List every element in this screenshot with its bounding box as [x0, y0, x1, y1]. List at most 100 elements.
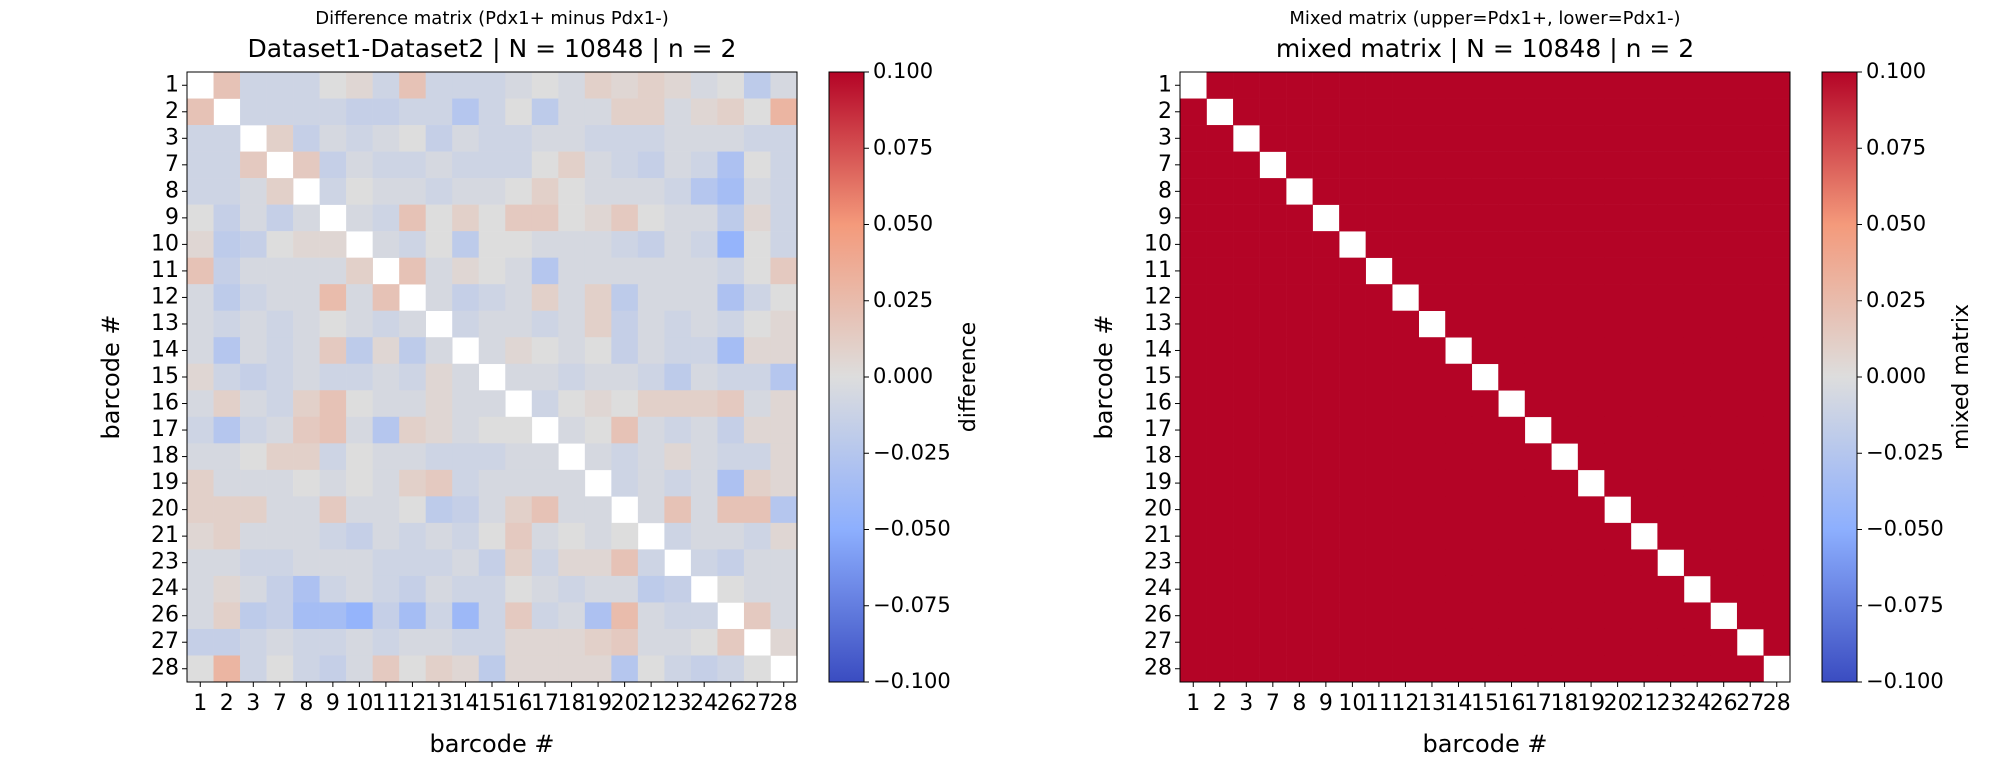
heatmap-cell [1630, 98, 1658, 126]
heatmap-cell [1604, 416, 1632, 444]
heatmap-cell [1418, 178, 1446, 205]
heatmap-cell [266, 443, 294, 471]
heatmap-cell [1524, 496, 1552, 524]
heatmap-cell [1286, 575, 1313, 603]
x-tick-label: 12 [398, 691, 426, 716]
heatmap-cell [531, 469, 559, 497]
heatmap-cell [690, 125, 718, 152]
x-tick-label: 1 [193, 691, 207, 716]
heatmap-cell [1604, 575, 1632, 603]
heatmap-cell [346, 390, 373, 418]
heatmap-cell [1392, 628, 1419, 656]
heatmap-cell [1551, 125, 1579, 152]
heatmap-cell [1259, 390, 1287, 418]
heatmap-cell [1710, 363, 1738, 391]
heatmap-cell [770, 98, 798, 126]
heatmap-cell [293, 310, 320, 338]
heatmap-cell [240, 390, 267, 418]
heatmap-cell [584, 443, 612, 471]
heatmap-cell [743, 151, 771, 179]
heatmap-cell [1339, 72, 1366, 99]
heatmap-cell [1339, 284, 1366, 311]
heatmap-cell [1630, 575, 1658, 603]
heatmap-cell [770, 151, 798, 179]
heatmap-cell [1445, 443, 1473, 471]
x-axis-label: barcode # [1423, 730, 1548, 758]
heatmap-cell [1524, 655, 1552, 683]
heatmap-cell [293, 204, 320, 232]
heatmap-cell [478, 443, 506, 471]
heatmap-cell [319, 390, 347, 418]
heatmap-cell [558, 549, 586, 577]
heatmap-cell [1206, 496, 1234, 524]
heatmap-cell [372, 575, 400, 603]
heatmap-cell [770, 363, 798, 391]
heatmap-cell [372, 496, 400, 524]
heatmap-cell [1524, 125, 1552, 152]
heatmap-cell [1365, 549, 1393, 577]
y-tick-label: 13 [1144, 311, 1172, 336]
heatmap-cell [1577, 522, 1605, 550]
heatmap-cell [1339, 416, 1366, 444]
heatmap-cell [1392, 390, 1419, 418]
heatmap-cell [1577, 72, 1605, 99]
heatmap-cell [1259, 549, 1287, 577]
y-tick-label: 2 [165, 99, 179, 124]
heatmap-cell [1392, 469, 1419, 497]
heatmap-cell [1710, 98, 1738, 126]
heatmap-cell [478, 337, 506, 365]
heatmap-cell [1736, 337, 1764, 365]
x-tick-label: 9 [326, 691, 340, 716]
heatmap-cell [1286, 496, 1313, 524]
heatmap-cell [213, 257, 241, 285]
heatmap-cell [425, 443, 453, 471]
heatmap-cell [664, 522, 692, 550]
heatmap-cell [1312, 628, 1340, 656]
y-tick-label: 1 [165, 72, 179, 97]
heatmap-cell [584, 231, 612, 258]
heatmap-cell [611, 72, 639, 99]
heatmap-cell [372, 72, 400, 99]
heatmap-cell [1392, 363, 1419, 391]
heatmap-cell [1630, 469, 1658, 497]
heatmap-cell [187, 575, 214, 603]
x-tick-label: 27 [1736, 691, 1764, 716]
heatmap-cell [1683, 125, 1711, 152]
heatmap-cell [266, 231, 294, 258]
heatmap-cell [1445, 363, 1473, 391]
heatmap-cell [478, 655, 506, 683]
heatmap-cell [1683, 522, 1711, 550]
x-tick-label: 28 [770, 691, 798, 716]
heatmap-cell [1365, 575, 1393, 603]
heatmap-cell [1657, 151, 1685, 179]
heatmap-cell [1683, 151, 1711, 179]
heatmap-cell [743, 443, 771, 471]
heatmap-cell [717, 469, 745, 497]
heatmap-cell [1524, 443, 1552, 471]
heatmap-cell [717, 522, 745, 550]
heatmap-cell [690, 469, 718, 497]
heatmap-cell [1551, 204, 1579, 232]
heatmap-cell [1683, 204, 1711, 232]
heatmap-cell [240, 231, 267, 258]
heatmap-cell [1630, 178, 1658, 205]
y-axis-label: barcode # [97, 315, 125, 440]
heatmap-cell [690, 602, 718, 630]
heatmap-cell [558, 284, 586, 311]
heatmap-cell [1657, 98, 1685, 126]
colorbar-label: difference [956, 322, 981, 432]
heatmap-cell [1339, 549, 1366, 577]
heatmap-cell [1286, 602, 1313, 630]
heatmap-cell [505, 628, 533, 656]
heatmap-cell [1286, 72, 1313, 99]
heatmap-cell [1710, 284, 1738, 311]
heatmap-cell [637, 628, 665, 656]
heatmap-cell [1339, 178, 1366, 205]
x-tick-label: 23 [1657, 691, 1685, 716]
heatmap-cell [293, 337, 320, 365]
heatmap-cell [717, 204, 745, 232]
heatmap-cell [1206, 310, 1234, 338]
heatmap-cell [293, 284, 320, 311]
heatmap-cell [1259, 655, 1287, 683]
colorbar [1821, 71, 1858, 683]
